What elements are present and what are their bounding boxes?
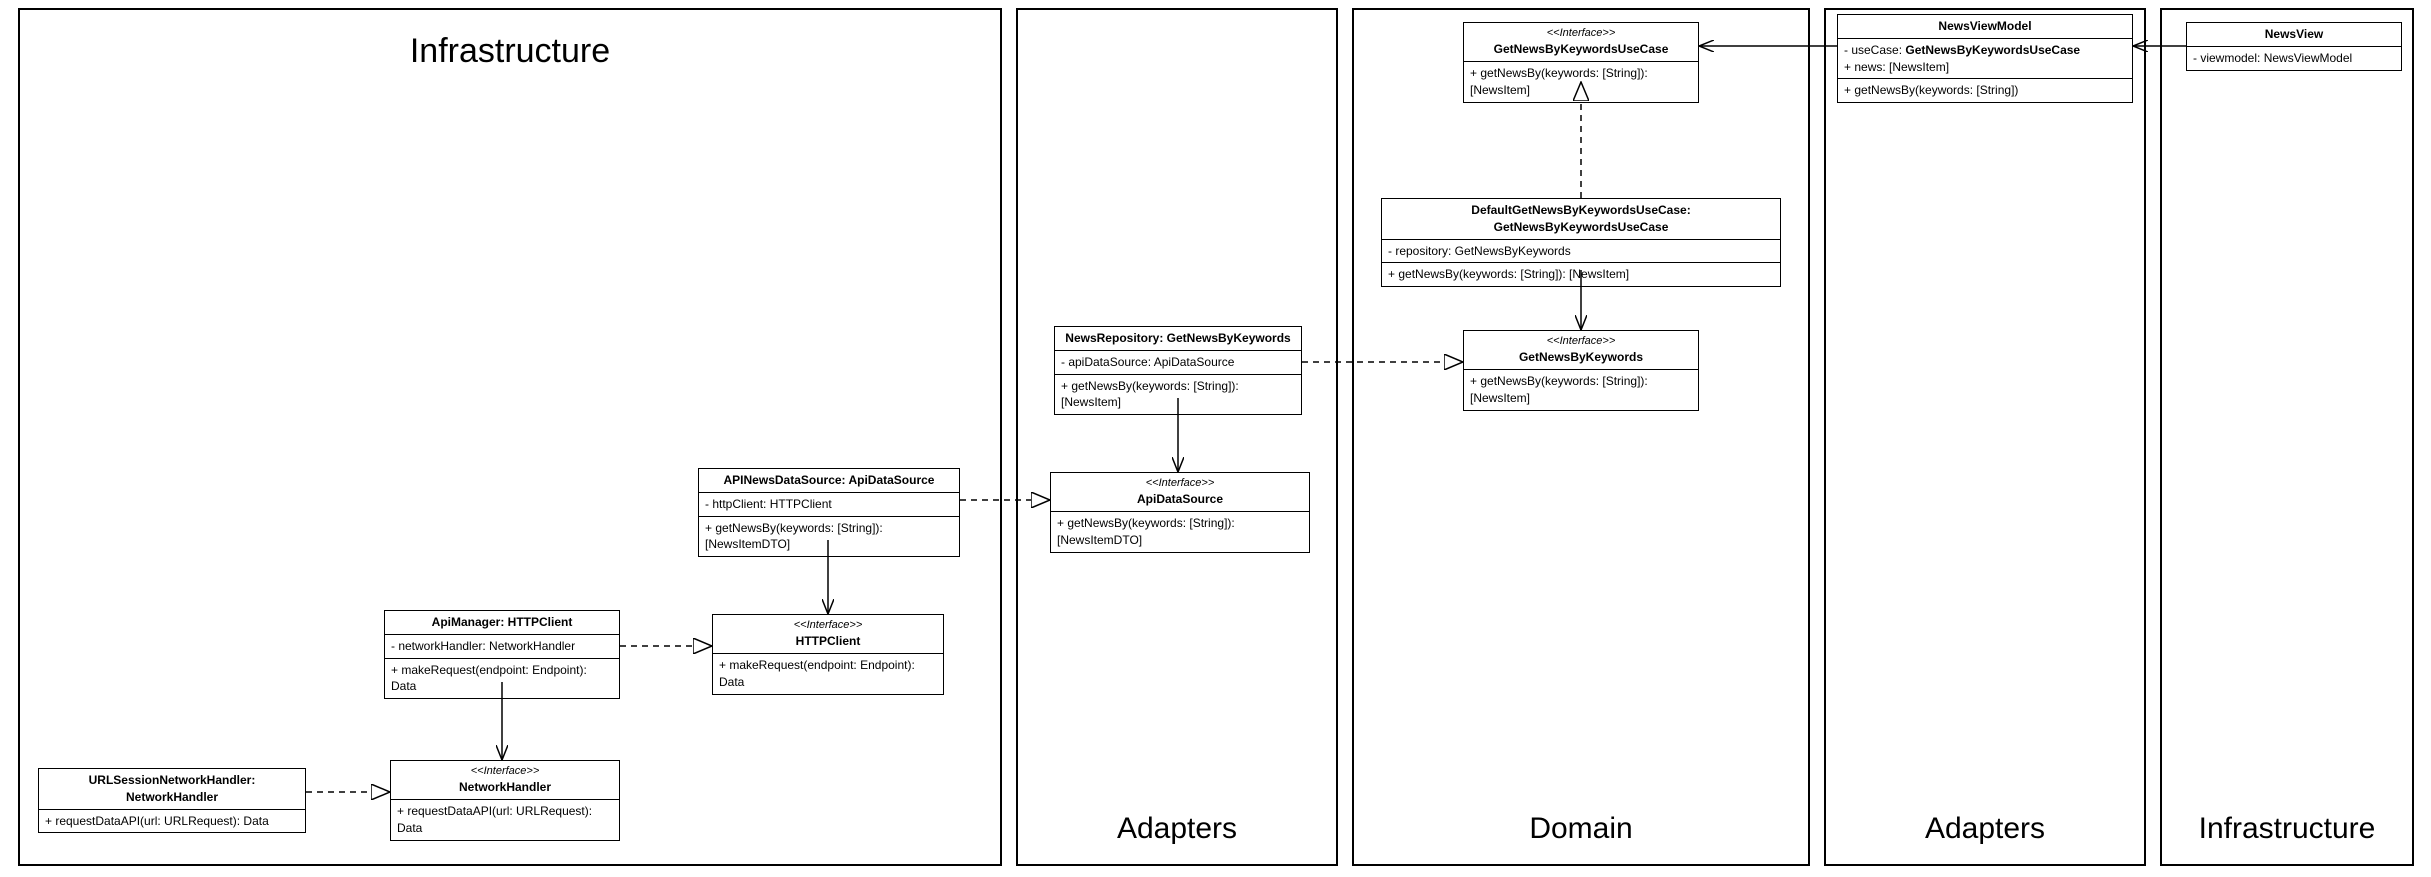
class-header: <<Interface>>ApiDataSource (1051, 473, 1309, 512)
region-title-infrastructure-right: Infrastructure (2162, 812, 2412, 846)
class-ApiManager: ApiManager: HTTPClient - networkHandler: … (384, 610, 620, 699)
stereotype: <<Interface>> (719, 618, 937, 633)
class-NewsViewModel: NewsViewModel - useCase: GetNewsByKeyword… (1837, 14, 2133, 103)
class-title: NewsRepository: GetNewsByKeywords (1061, 330, 1295, 347)
class-header: NewsRepository: GetNewsByKeywords (1055, 327, 1301, 351)
class-attributes: - httpClient: HTTPClient (699, 493, 959, 517)
method: + getNewsBy(keywords: [String]): [NewsIt… (1057, 515, 1303, 549)
class-attributes: - networkHandler: NetworkHandler (385, 635, 619, 659)
class-title: HTTPClient (719, 633, 937, 650)
class-methods: + makeRequest(endpoint: Endpoint): Data (713, 654, 943, 694)
class-NewsView: NewsView - viewmodel: NewsViewModel (2186, 22, 2402, 71)
method: + requestDataAPI(url: URLRequest): Data (45, 813, 299, 830)
region-infrastructure-right: Infrastructure (2160, 8, 2414, 866)
class-attributes: - viewmodel: NewsViewModel (2187, 47, 2401, 70)
class-attributes: - repository: GetNewsByKeywords (1382, 240, 1780, 264)
method: + requestDataAPI(url: URLRequest): Data (397, 803, 613, 837)
class-title: NewsView (2193, 26, 2395, 43)
class-methods: + getNewsBy(keywords: [String]) (1838, 79, 2132, 102)
class-header: NewsView (2187, 23, 2401, 47)
class-methods: + getNewsBy(keywords: [String]): [NewsIt… (1051, 512, 1309, 552)
class-header: URLSessionNetworkHandler: NetworkHandler (39, 769, 305, 810)
attribute: - apiDataSource: ApiDataSource (1061, 354, 1295, 371)
region-title-adapters-left: Adapters (1018, 812, 1336, 846)
attribute: + news: [NewsItem] (1844, 59, 2126, 76)
class-HTTPClient: <<Interface>>HTTPClient+ makeRequest(end… (712, 614, 944, 695)
method: + makeRequest(endpoint: Endpoint): Data (719, 657, 937, 691)
class-methods: + getNewsBy(keywords: [String]): [NewsIt… (1464, 370, 1698, 410)
class-methods: + getNewsBy(keywords: [String]): [NewsIt… (1382, 263, 1780, 286)
class-attributes: - useCase: GetNewsByKeywordsUseCase+ new… (1838, 39, 2132, 80)
class-methods: + getNewsBy(keywords: [String]): [NewsIt… (1055, 375, 1301, 415)
attribute: - viewmodel: NewsViewModel (2193, 50, 2395, 67)
class-methods: + requestDataAPI(url: URLRequest): Data (39, 810, 305, 833)
attribute: - repository: GetNewsByKeywords (1388, 243, 1774, 260)
attribute: - httpClient: HTTPClient (705, 496, 953, 513)
class-header: <<Interface>>NetworkHandler (391, 761, 619, 800)
class-NetworkHandler: <<Interface>>NetworkHandler+ requestData… (390, 760, 620, 841)
class-title: URLSessionNetworkHandler: NetworkHandler (45, 772, 299, 806)
class-title: ApiDataSource (1057, 491, 1303, 508)
attribute: - networkHandler: NetworkHandler (391, 638, 613, 655)
method: + getNewsBy(keywords: [String]): [NewsIt… (1061, 378, 1295, 412)
class-header: <<Interface>>HTTPClient (713, 615, 943, 654)
class-header: DefaultGetNewsByKeywordsUseCase: GetNews… (1382, 199, 1780, 240)
stereotype: <<Interface>> (1470, 26, 1692, 41)
method: + getNewsBy(keywords: [String]) (1844, 82, 2126, 99)
method: + getNewsBy(keywords: [String]): [NewsIt… (705, 520, 953, 554)
method: + makeRequest(endpoint: Endpoint): Data (391, 662, 613, 696)
class-header: APINewsDataSource: ApiDataSource (699, 469, 959, 493)
class-header: <<Interface>>GetNewsByKeywordsUseCase (1464, 23, 1698, 62)
stereotype: <<Interface>> (1057, 476, 1303, 491)
region-adapters-right: Adapters (1824, 8, 2146, 866)
class-header: NewsViewModel (1838, 15, 2132, 39)
class-methods: + getNewsBy(keywords: [String]): [NewsIt… (699, 517, 959, 557)
class-methods: + makeRequest(endpoint: Endpoint): Data (385, 659, 619, 699)
region-title-infrastructure-left: Infrastructure (20, 32, 1000, 71)
class-title: NewsViewModel (1844, 18, 2126, 35)
class-GetNewsByKeywords: <<Interface>>GetNewsByKeywords+ getNewsB… (1463, 330, 1699, 411)
class-URLSessionNetworkHandler: URLSessionNetworkHandler: NetworkHandler… (38, 768, 306, 833)
region-title-adapters-right: Adapters (1826, 812, 2144, 846)
class-attributes: - apiDataSource: ApiDataSource (1055, 351, 1301, 375)
class-title: GetNewsByKeywordsUseCase (1470, 41, 1692, 58)
class-title: ApiManager: HTTPClient (391, 614, 613, 631)
class-APINewsDataSource: APINewsDataSource: ApiDataSource - httpCl… (698, 468, 960, 557)
class-ApiDataSource: <<Interface>>ApiDataSource+ getNewsBy(ke… (1050, 472, 1310, 553)
region-infrastructure-left: Infrastructure (18, 8, 1002, 866)
class-title: APINewsDataSource: ApiDataSource (705, 472, 953, 489)
class-header: ApiManager: HTTPClient (385, 611, 619, 635)
class-title: NetworkHandler (397, 779, 613, 796)
stereotype: <<Interface>> (397, 764, 613, 779)
class-DefaultGetNewsByKeywordsUseCase: DefaultGetNewsByKeywordsUseCase: GetNews… (1381, 198, 1781, 287)
region-adapters-left: Adapters (1016, 8, 1338, 866)
class-title: DefaultGetNewsByKeywordsUseCase: GetNews… (1388, 202, 1774, 236)
method: + getNewsBy(keywords: [String]): [NewsIt… (1470, 373, 1692, 407)
stereotype: <<Interface>> (1470, 334, 1692, 349)
method: + getNewsBy(keywords: [String]): [NewsIt… (1470, 65, 1692, 99)
region-domain: Domain (1352, 8, 1810, 866)
class-methods: + requestDataAPI(url: URLRequest): Data (391, 800, 619, 840)
class-methods: + getNewsBy(keywords: [String]): [NewsIt… (1464, 62, 1698, 102)
class-NewsRepository: NewsRepository: GetNewsByKeywords - apiDa… (1054, 326, 1302, 415)
class-header: <<Interface>>GetNewsByKeywords (1464, 331, 1698, 370)
method: + getNewsBy(keywords: [String]): [NewsIt… (1388, 266, 1774, 283)
attribute: - useCase: GetNewsByKeywordsUseCase (1844, 42, 2126, 59)
class-GetNewsByKeywordsUseCase: <<Interface>>GetNewsByKeywordsUseCase+ g… (1463, 22, 1699, 103)
class-title: GetNewsByKeywords (1470, 349, 1692, 366)
region-title-domain: Domain (1354, 812, 1808, 846)
